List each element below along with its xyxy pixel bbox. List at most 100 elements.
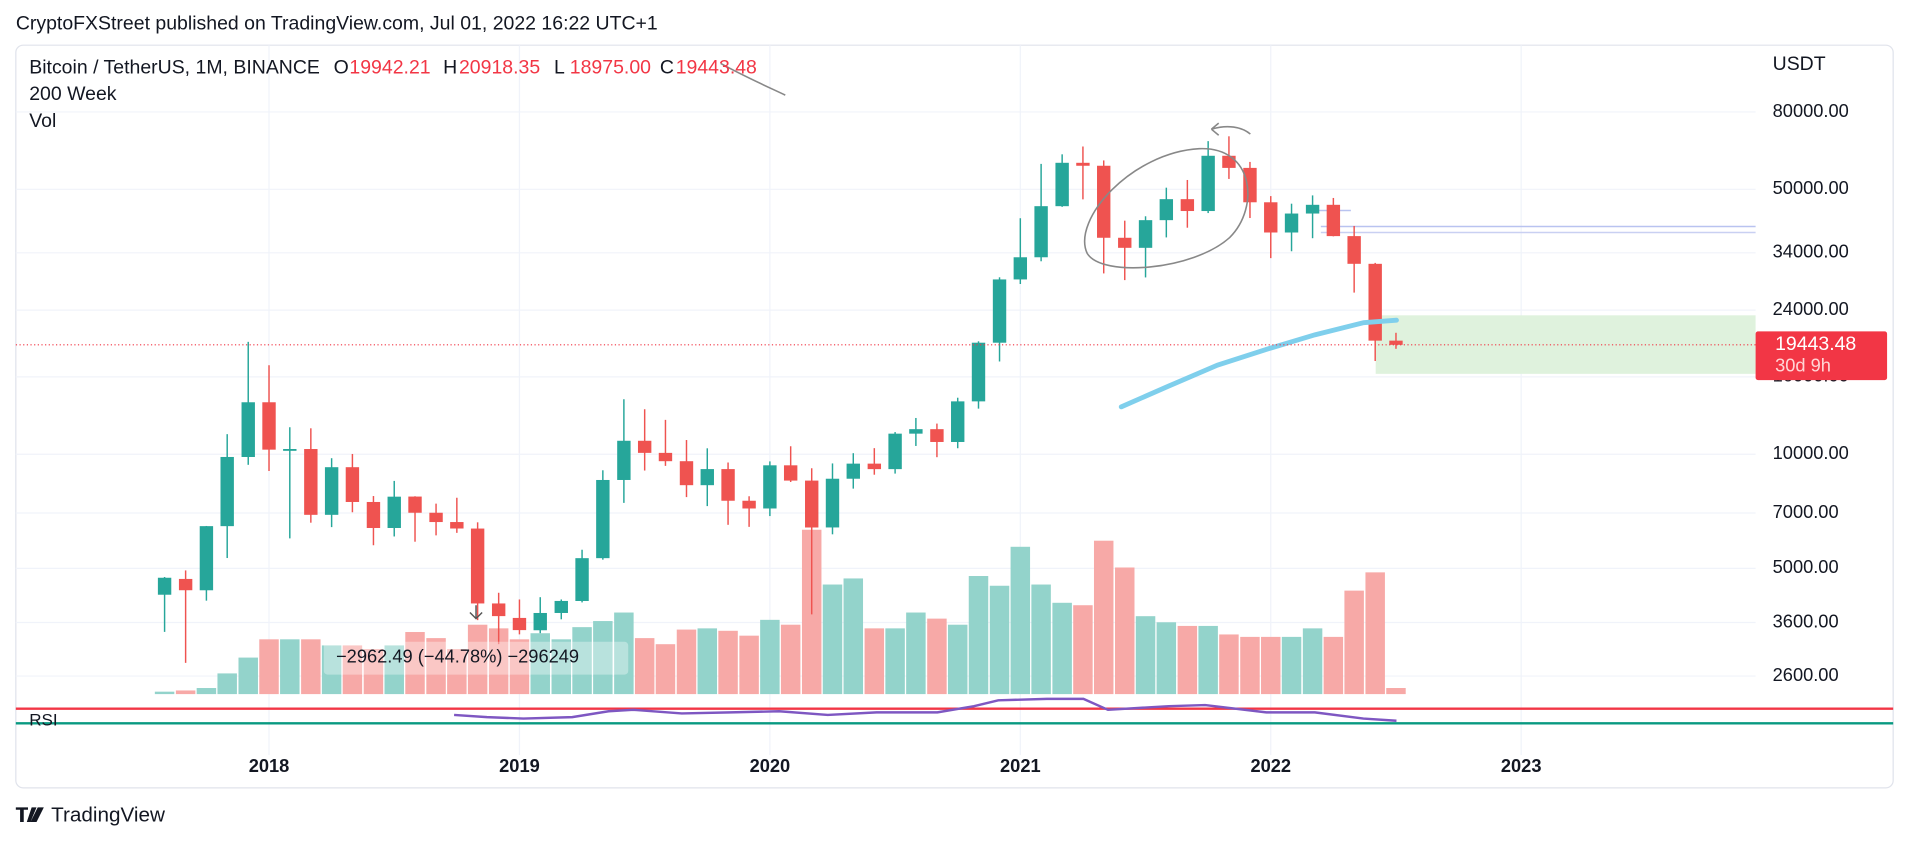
measure-box <box>323 641 629 675</box>
y-tick-label: 80000.00 <box>1773 100 1849 121</box>
ohlc-value: 19942.21 <box>349 56 430 78</box>
candle-body <box>971 342 986 402</box>
ohlc-letter: C <box>660 56 674 78</box>
candle-body <box>1201 155 1215 212</box>
volume-bar <box>259 639 279 695</box>
candle-body <box>658 452 673 462</box>
volume-bar <box>447 649 467 695</box>
candle-body <box>387 496 401 528</box>
volume-bar <box>780 624 801 695</box>
x-tick-label: 2018 <box>249 755 290 776</box>
x-tick-label: 2021 <box>1000 755 1041 776</box>
volume-bar <box>906 612 926 695</box>
candle-body <box>241 402 255 457</box>
candle-body <box>763 465 777 509</box>
volume-bar <box>1052 602 1072 695</box>
candle-body <box>1055 162 1069 207</box>
candle-body <box>679 461 694 486</box>
volume-bar <box>593 621 613 695</box>
volume-bar <box>760 619 780 695</box>
volume-bar <box>676 629 697 695</box>
y-tick-label: 24000.00 <box>1773 298 1849 319</box>
candle-body <box>554 600 568 613</box>
logo <box>15 807 44 822</box>
volume-bar <box>1261 636 1281 695</box>
price-label: 19443.48 <box>1775 333 1856 355</box>
price-box <box>1755 331 1888 381</box>
candle-body <box>220 456 234 527</box>
volume-bar <box>238 657 258 695</box>
volume-bar <box>739 635 759 695</box>
x-tick-label: 2022 <box>1250 755 1291 776</box>
candle-body <box>366 501 381 528</box>
candle-body <box>304 449 318 515</box>
ohlc-letter: H <box>443 56 457 78</box>
candle-body <box>909 429 923 434</box>
volume-bar <box>614 612 634 695</box>
ohlc-letter: L <box>554 56 565 78</box>
candle-body <box>345 467 360 502</box>
candle-body <box>1159 199 1174 221</box>
rsi-line <box>454 697 1397 722</box>
y-tick-label: 3600.00 <box>1773 610 1839 631</box>
candle-body <box>783 465 798 481</box>
candle-body <box>1368 263 1382 341</box>
candle-body <box>742 500 756 509</box>
candle-body <box>637 440 652 453</box>
candle-body <box>1013 257 1028 280</box>
x-tick-label: 2020 <box>750 755 791 776</box>
candle-body <box>408 496 422 513</box>
ohlc-letter: O <box>334 56 349 78</box>
volume-bar <box>1281 636 1302 695</box>
candle-body <box>805 480 819 528</box>
candle-body <box>846 463 860 479</box>
volume-bar <box>196 688 217 695</box>
candle-body <box>1264 202 1278 233</box>
hand-drawn-arrow <box>1210 122 1251 136</box>
volume-bar <box>1344 590 1364 695</box>
candle-body <box>470 528 485 604</box>
volume-bar <box>968 576 989 695</box>
volume-bar <box>864 628 885 695</box>
candle-body <box>324 467 339 515</box>
candle-body <box>1284 213 1299 233</box>
volume-bar <box>822 584 843 695</box>
volume-bar <box>488 628 509 695</box>
volume-bar <box>1219 634 1239 695</box>
candle-body <box>157 577 172 595</box>
candle-body <box>429 512 443 523</box>
candle-body <box>1076 162 1090 166</box>
rsi-legend: RSI <box>29 710 57 729</box>
volume-bar <box>1302 628 1323 695</box>
volume-bar <box>1093 540 1114 695</box>
volume-bar <box>1323 636 1344 695</box>
volume-bar <box>342 645 363 695</box>
candle-body <box>596 479 610 559</box>
candle-body <box>1118 237 1132 248</box>
volume-pane <box>154 529 1406 695</box>
volume-bar <box>551 639 572 695</box>
candle-body <box>1243 167 1257 203</box>
volume-bar <box>154 691 175 695</box>
volume-bar <box>217 673 237 695</box>
ma-line <box>1118 317 1399 410</box>
candle-body <box>1347 236 1361 264</box>
candle-body <box>951 401 965 442</box>
volume-bar <box>634 638 655 695</box>
volume-bar <box>1031 584 1051 695</box>
volume-bar <box>1177 625 1198 695</box>
candle-body <box>888 433 902 470</box>
y-tick-label: 10000.00 <box>1773 442 1849 463</box>
candles <box>157 136 1403 663</box>
volume-bar <box>321 645 342 695</box>
y-tick-label: 5000.00 <box>1773 556 1839 577</box>
candle-body <box>533 612 547 631</box>
volume-bar <box>1386 688 1406 695</box>
candle-body <box>450 522 464 529</box>
ma-legend: 200 Week <box>29 83 117 105</box>
volume-bar <box>509 639 530 695</box>
candle-body <box>1180 199 1195 212</box>
volume-bar <box>1365 572 1385 695</box>
volume-bar <box>426 638 446 695</box>
